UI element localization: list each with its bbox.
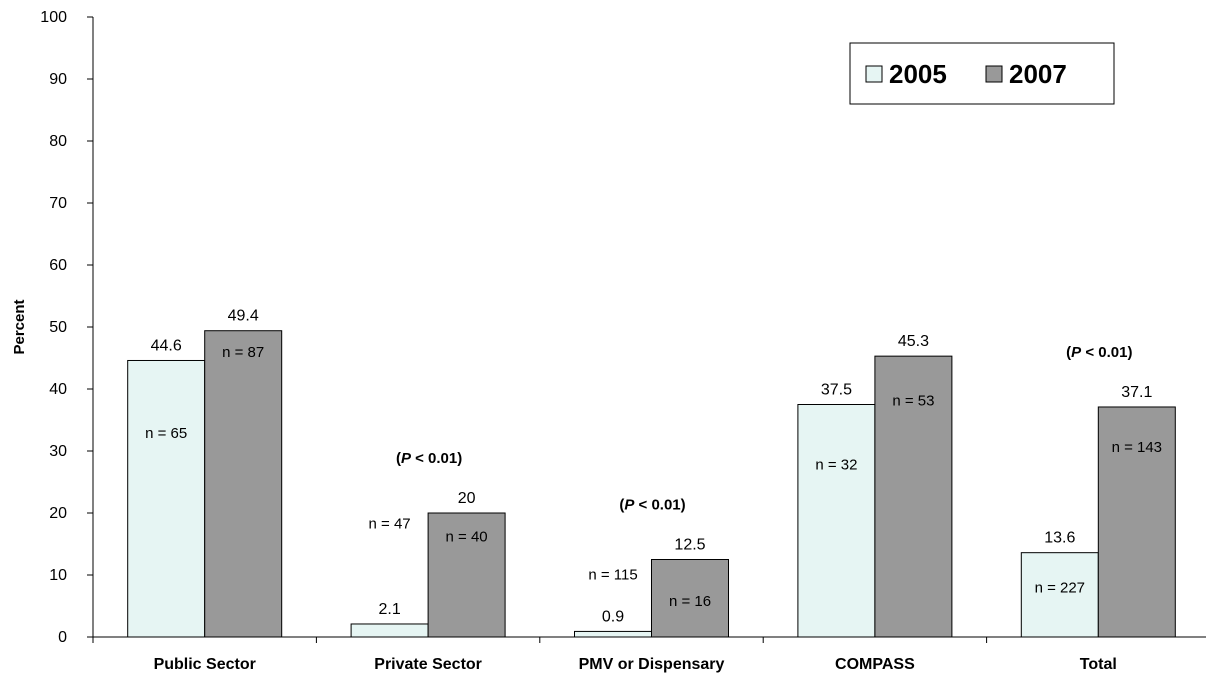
y-tick-label: 10 (49, 567, 67, 584)
p-value-annotation: (P < 0.01) (1066, 344, 1132, 361)
y-axis: 0 10 20 30 40 50 60 70 80 90 100 Percent (11, 9, 94, 646)
value-label-2005: 13.6 (1044, 530, 1075, 547)
n-label-2005: n = 32 (815, 457, 857, 474)
bars (127, 330, 1176, 638)
bar-2005 (350, 623, 429, 638)
bar-2007 (651, 559, 729, 638)
y-tick-label: 40 (49, 381, 67, 398)
x-category-label: COMPASS (835, 656, 915, 673)
x-axis: Public Sector Private Sector PMV or Dispen… (92, 636, 1206, 673)
p-value-annotation: (P < 0.01) (396, 450, 462, 467)
value-label-2005: 44.6 (151, 337, 182, 354)
p-value-annotation: (P < 0.01) (619, 497, 685, 514)
n-label-2007: n = 40 (446, 529, 488, 546)
bar-2007 (874, 355, 953, 638)
y-tick-label: 30 (49, 443, 67, 460)
y-axis-label: Percent (11, 299, 28, 354)
legend-swatch-2007 (985, 65, 1003, 83)
x-category-label: Public Sector (154, 656, 256, 673)
n-label-2007: n = 87 (222, 344, 264, 361)
y-tick-label: 60 (49, 257, 67, 274)
bar-2005 (127, 359, 206, 638)
n-label-2005: n = 47 (369, 516, 411, 533)
n-label-2007: n = 143 (1112, 439, 1162, 456)
value-label-2005: 0.9 (602, 608, 624, 625)
n-label-2005: n = 227 (1035, 580, 1085, 597)
bar-2005 (574, 630, 652, 638)
value-label-2005: 37.5 (821, 382, 852, 399)
bar-2007 (1097, 406, 1176, 638)
x-category-label: Total (1080, 656, 1117, 673)
data-labels: 44.6 49.4 n = 65 n = 87 2.1 20 n = 47 n = 40 (P … (145, 308, 1162, 626)
n-label-2005: n = 115 (588, 566, 637, 583)
value-label-2007: 37.1 (1121, 384, 1152, 401)
legend-swatch-2005 (865, 65, 883, 83)
y-tick-label: 100 (40, 9, 67, 26)
bar-2005 (1020, 552, 1099, 638)
bar-2005 (797, 404, 876, 638)
legend-label-2005: 2005 (889, 59, 947, 89)
value-label-2005: 2.1 (378, 601, 400, 618)
n-label-2005: n = 65 (145, 425, 187, 442)
bar-2007 (427, 512, 506, 638)
y-tick-label: 70 (49, 195, 67, 212)
legend-label-2007: 2007 (1009, 59, 1067, 89)
y-tick-label: 50 (49, 319, 67, 336)
y-tick-label: 80 (49, 133, 67, 150)
value-label-2007: 20 (458, 490, 476, 507)
legend-box (849, 42, 1115, 105)
x-category-label: Private Sector (374, 656, 482, 673)
value-label-2007: 12.5 (674, 537, 705, 554)
n-label-2007: n = 16 (669, 593, 711, 610)
value-label-2007: 49.4 (228, 308, 259, 325)
y-tick-label: 20 (49, 505, 67, 522)
bar-2007 (204, 330, 283, 638)
y-tick-label: 90 (49, 71, 67, 88)
y-tick-label: 0 (58, 629, 67, 646)
x-category-label: PMV or Dispensary (579, 656, 725, 673)
legend: 2005 2007 (849, 42, 1115, 105)
value-label-2007: 45.3 (898, 333, 929, 350)
n-label-2007: n = 53 (892, 393, 934, 410)
